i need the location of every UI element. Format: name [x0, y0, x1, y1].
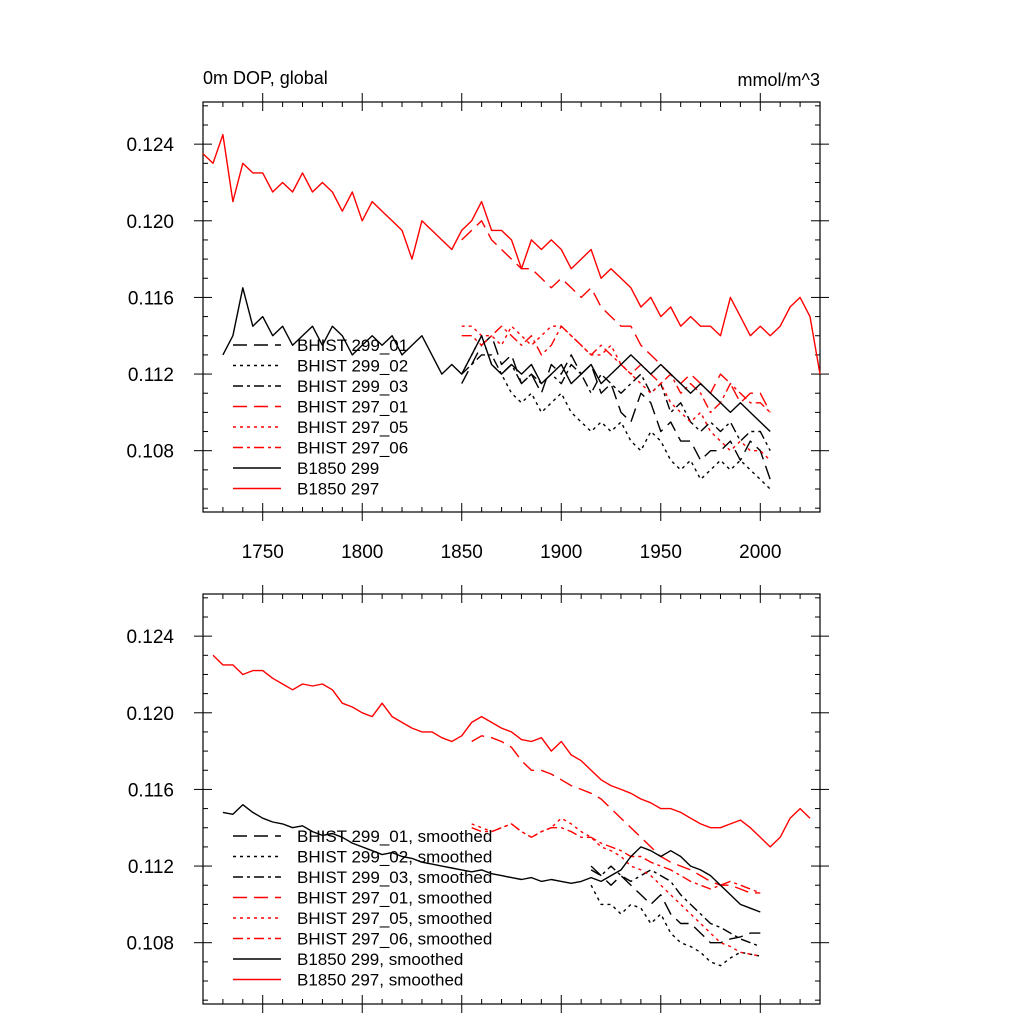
legend-label: BHIST 299_03, smoothed — [297, 868, 492, 887]
series-line — [222, 804, 761, 913]
series-line — [461, 354, 771, 452]
legend-label: BHIST 299_01 — [297, 336, 408, 355]
plot-frame — [202, 593, 821, 1005]
y-tick-label: 0.116 — [128, 288, 174, 309]
bottom-panel: 0.108 0.112 0.116 0.120 0.124 BHIST 299_01, s… — [126, 585, 829, 1013]
legend-label: BHIST 299_01, smoothed — [297, 827, 492, 846]
legend-label: BHIST 299_03 — [297, 377, 408, 396]
top-panel: 1750 1800 1850 1900 1950 2000 0.108 0.112 0.116 0… — [126, 93, 829, 563]
legend-label: B1850 299 — [297, 459, 379, 478]
legend-label: BHIST 297_05, smoothed — [297, 909, 492, 928]
y-tick-label: 0.112 — [128, 365, 174, 386]
series-line — [471, 735, 761, 894]
series-line — [461, 220, 771, 413]
legend-label: B1850 299, smoothed — [297, 950, 463, 969]
legend-label: B1850 297, smoothed — [297, 971, 463, 990]
y-tick-label: 0.124 — [126, 135, 174, 156]
series-line — [222, 287, 771, 433]
legend-label: BHIST 299_02, smoothed — [297, 848, 492, 867]
chart-title: 0m DOP, global — [203, 68, 328, 88]
legend-label: BHIST 297_06, smoothed — [297, 930, 492, 949]
series-line — [212, 654, 811, 848]
x-tick-label: 1800 — [341, 542, 383, 563]
legend-label: BHIST 297_01 — [297, 398, 408, 417]
x-tick-label: 1900 — [540, 542, 582, 563]
x-tick-label: 2000 — [739, 542, 781, 563]
chart-units-label: mmol/m^3 — [738, 70, 820, 90]
series-line — [461, 335, 771, 480]
series-line — [590, 884, 761, 967]
series-line — [461, 325, 771, 414]
legend-label: B1850 297 — [297, 480, 379, 499]
x-tick-label: 1850 — [441, 542, 483, 563]
series-line — [461, 335, 771, 490]
x-tick-label: 1750 — [242, 542, 284, 563]
legend-label: BHIST 297_05 — [297, 418, 408, 437]
y-tick-label: 0.120 — [126, 704, 174, 725]
legend-label: BHIST 299_02 — [297, 357, 408, 376]
plot-frame — [202, 101, 821, 513]
y-tick-label: 0.108 — [126, 934, 174, 955]
y-tick-label: 0.112 — [128, 857, 174, 878]
x-tick-label: 1950 — [640, 542, 682, 563]
y-tick-label: 0.108 — [126, 442, 174, 463]
y-tick-label: 0.120 — [126, 212, 174, 233]
y-tick-label: 0.124 — [126, 627, 174, 648]
y-tick-label: 0.116 — [128, 780, 174, 801]
series-line — [202, 133, 821, 375]
series-line — [590, 865, 761, 944]
series-line — [471, 817, 761, 957]
series-line — [461, 325, 771, 461]
legend-label: BHIST 297_06 — [297, 439, 408, 458]
series-line — [590, 865, 761, 948]
legend-label: BHIST 297_01, smoothed — [297, 889, 492, 908]
